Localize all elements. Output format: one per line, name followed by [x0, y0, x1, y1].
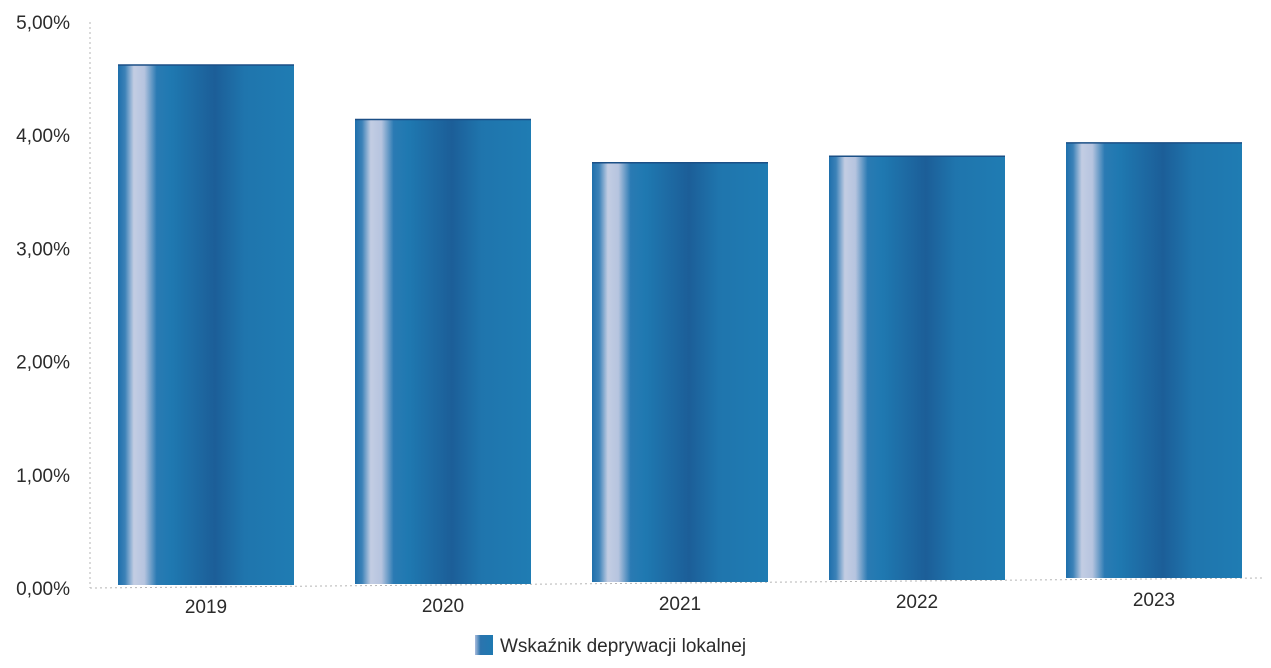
y-tick-label: 3,00% [16, 239, 70, 260]
bar-2023 [1066, 142, 1242, 578]
x-tick-label: 2023 [1133, 590, 1175, 611]
legend-label: Wskaźnik deprywacji lokalnej [500, 636, 746, 657]
x-tick-label: 2019 [185, 597, 227, 618]
y-axis: 0,00% 1,00% 2,00% 3,00% 4,00% 5,00% [16, 13, 70, 600]
y-tick-label: 5,00% [16, 13, 70, 34]
x-axis: 2019 2020 2021 2022 2023 [185, 590, 1175, 618]
bar-2022 [829, 156, 1005, 580]
legend-swatch [475, 635, 493, 655]
x-axis-line [89, 577, 1263, 589]
y-tick-label: 1,00% [16, 466, 70, 487]
x-tick-label: 2022 [896, 592, 938, 613]
y-tick-label: 0,00% [16, 579, 70, 600]
x-tick-label: 2021 [659, 594, 701, 615]
x-tick-label: 2020 [422, 596, 464, 617]
y-tick-label: 4,00% [16, 126, 70, 147]
legend: Wskaźnik deprywacji lokalnej [475, 635, 746, 657]
y-tick-label: 2,00% [16, 353, 70, 374]
bars [118, 64, 1242, 586]
bar-2019 [118, 65, 294, 586]
bar-2020 [355, 119, 531, 584]
bar-2021 [592, 162, 768, 582]
axis-lines [89, 22, 1263, 589]
